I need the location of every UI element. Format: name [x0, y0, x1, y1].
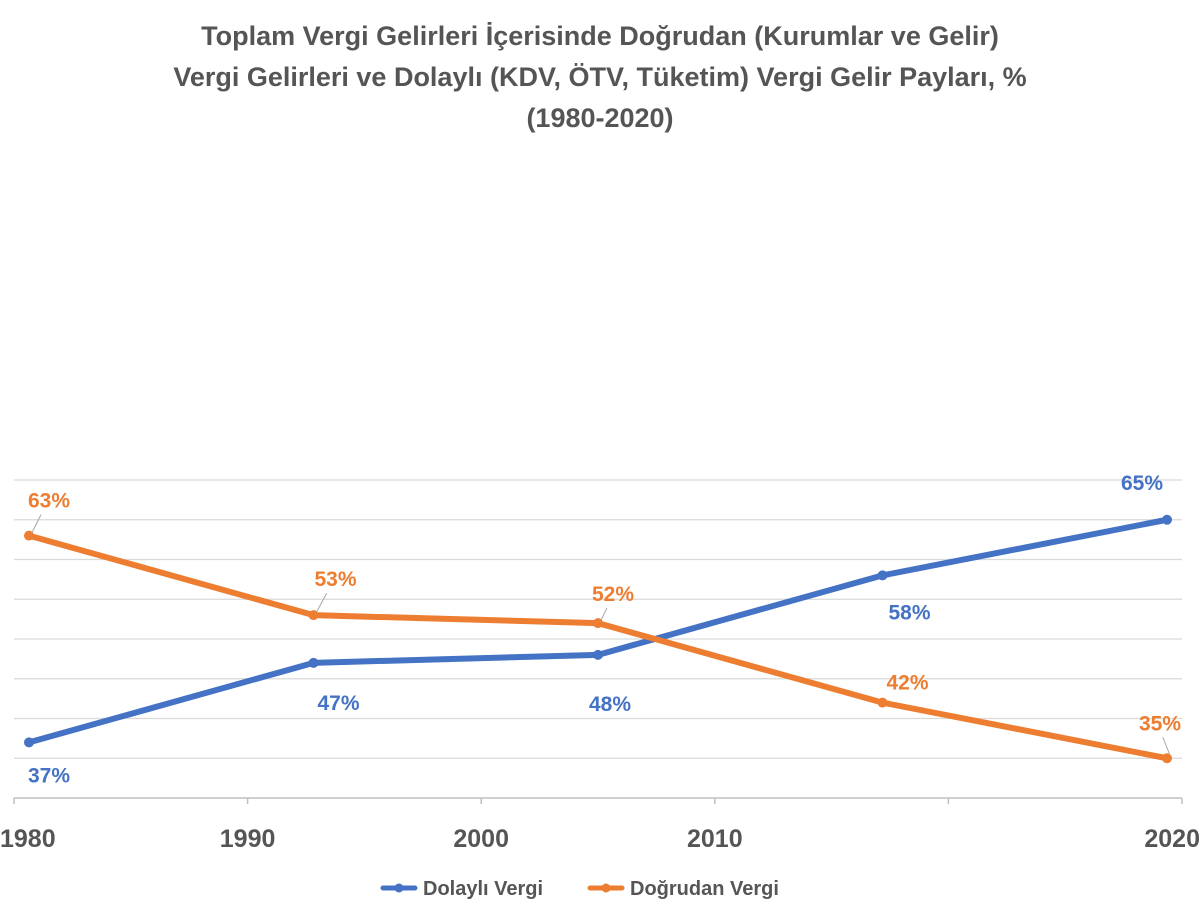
x-tick-label: 2010: [687, 825, 743, 853]
data-label: 65%: [1121, 472, 1163, 495]
x-tick-label: 1990: [220, 825, 276, 853]
data-label: 42%: [886, 672, 928, 695]
x-tick-label: 2020: [1144, 825, 1200, 853]
data-label: 58%: [888, 601, 930, 624]
leader-line: [600, 607, 608, 621]
legend-dolayli-vergi-marker: [394, 883, 404, 893]
data-label: 53%: [314, 568, 356, 591]
data-point: [593, 618, 603, 629]
data-label: 47%: [317, 692, 359, 715]
data-labels: 37% 47% 48% 58% 65% 63% 53% 52% 42% 35%: [28, 472, 1181, 788]
gridlines: [14, 479, 1182, 759]
chart-title: Toplam Vergi Gelirleri İçerisinde Doğrud…: [173, 21, 1026, 133]
leader-line: [316, 592, 328, 613]
data-label: 63%: [28, 490, 70, 513]
data-point: [24, 737, 34, 748]
leader-line: [31, 514, 42, 533]
data-point: [877, 570, 888, 581]
series-line-dogrudan-vergi: [26, 532, 1170, 762]
legend-dolayli-vergi-label: Dolaylı Vergi: [423, 878, 543, 900]
data-point: [24, 530, 34, 541]
data-label: 37%: [28, 764, 70, 787]
data-label: 35%: [1139, 712, 1181, 735]
leader-line: [1162, 737, 1171, 756]
data-label: 52%: [592, 583, 634, 606]
legend-dogrudan-vergi-marker: [601, 883, 611, 893]
data-point: [1162, 753, 1172, 764]
data-label: 48%: [589, 693, 631, 716]
data-point: [308, 610, 319, 621]
x-axis: 1980 1990 2000 2010 2020: [0, 797, 1200, 853]
series-lines: [24, 514, 1172, 764]
chart-title-line-1: Toplam Vergi Gelirleri İçerisinde Doğrud…: [201, 21, 999, 51]
chart-title-line-2: Vergi Gelirleri ve Dolaylı (KDV, ÖTV, Tü…: [173, 62, 1026, 92]
data-point: [593, 649, 603, 660]
legend: Dolaylı Vergi Doğrudan Vergi: [380, 878, 779, 900]
x-tick-label: 1980: [0, 825, 56, 853]
chart-title-line-3: (1980-2020): [526, 103, 673, 133]
data-point: [308, 657, 319, 668]
data-point: [877, 697, 888, 708]
legend-dogrudan-vergi-label: Doğrudan Vergi: [630, 878, 779, 900]
x-tick-label: 2000: [453, 825, 509, 853]
data-point: [1162, 514, 1172, 525]
